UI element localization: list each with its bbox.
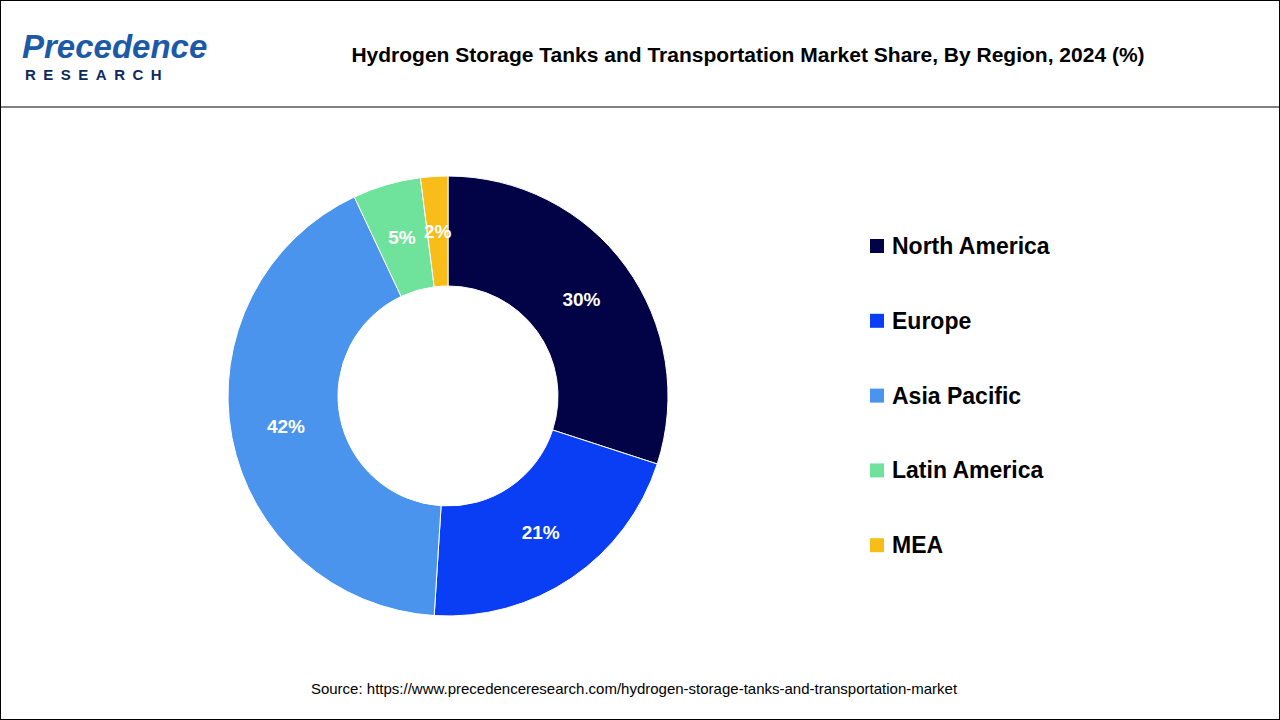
slices bbox=[228, 176, 668, 616]
legend-label: Asia Pacific bbox=[892, 383, 1021, 409]
chart-title: Hydrogen Storage Tanks and Transportatio… bbox=[351, 43, 1144, 66]
slices-clip bbox=[228, 176, 668, 616]
legend-label: MEA bbox=[892, 532, 943, 558]
logo-tagline: RESEARCH bbox=[25, 66, 169, 83]
data-label: 30% bbox=[562, 289, 600, 310]
legend-label: Latin America bbox=[892, 457, 1043, 483]
slice bbox=[448, 176, 668, 464]
data-label: 42% bbox=[267, 416, 305, 437]
legend: North America Europe Asia Pacific Latin Ame… bbox=[870, 233, 1050, 558]
legend-swatch bbox=[870, 314, 884, 328]
slice bbox=[434, 430, 657, 616]
legend-swatch bbox=[870, 239, 884, 253]
source-note: Source: https://www.precedenceresearch.c… bbox=[311, 680, 958, 697]
logo-name: Precedence bbox=[22, 28, 207, 65]
data-label: 21% bbox=[522, 522, 560, 543]
legend-label: North America bbox=[892, 233, 1050, 259]
data-label: 5% bbox=[388, 227, 416, 248]
legend-swatch bbox=[870, 538, 884, 552]
legend-item: Asia Pacific bbox=[870, 383, 1021, 409]
data-label: 2% bbox=[424, 221, 452, 242]
legend-swatch bbox=[870, 463, 884, 477]
legend-item: North America bbox=[870, 233, 1050, 259]
header-separator bbox=[0, 107, 1280, 108]
legend-item: Europe bbox=[870, 308, 971, 334]
data-labels: 30% 21% 42% 5% 2% bbox=[267, 221, 601, 543]
legend-item: MEA bbox=[870, 532, 943, 558]
legend-item: Latin America bbox=[870, 457, 1043, 483]
frame bbox=[1, 1, 1280, 720]
legend-swatch bbox=[870, 389, 884, 403]
legend-label: Europe bbox=[892, 308, 971, 334]
